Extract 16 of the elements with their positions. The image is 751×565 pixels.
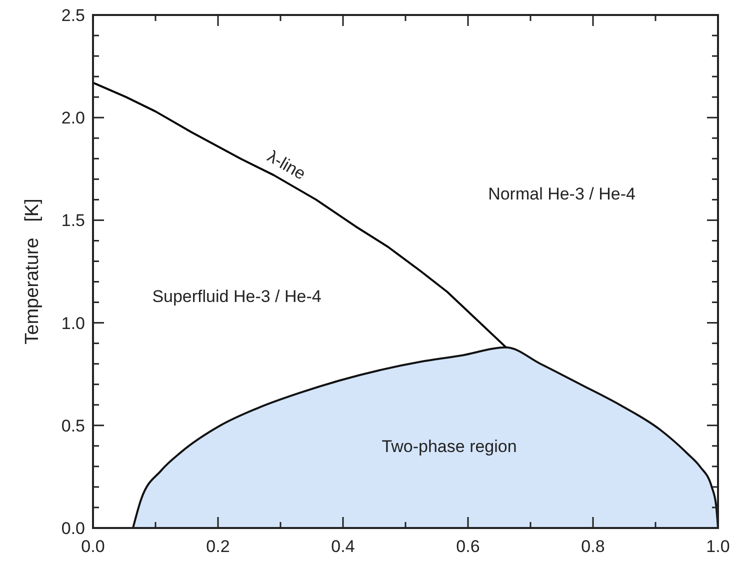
y-tick-label: 1.0: [61, 314, 85, 333]
y-axis-title: Temperature [K]: [22, 198, 43, 344]
y-tick-label: 0.5: [61, 416, 85, 436]
x-tick-label: 0.2: [206, 537, 230, 556]
x-tick-label: 0.0: [81, 537, 105, 556]
x-tick-label: 0.4: [331, 537, 355, 556]
y-tick-label: 1.5: [61, 211, 85, 230]
x-tick-label: 0.8: [581, 537, 605, 556]
annotation: Two-phase region: [382, 436, 517, 456]
annotation: Superfluid He-3 / He-4: [152, 287, 322, 306]
y-tick-label: 2.0: [61, 108, 85, 128]
annotation: Normal He-3 / He-4: [488, 184, 636, 204]
y-tick-label: 0.0: [61, 518, 85, 538]
y-tick-label: 2.5: [61, 6, 85, 25]
x-tick-label: 0.6: [456, 537, 480, 556]
x-tick-label: 1.0: [706, 537, 730, 556]
